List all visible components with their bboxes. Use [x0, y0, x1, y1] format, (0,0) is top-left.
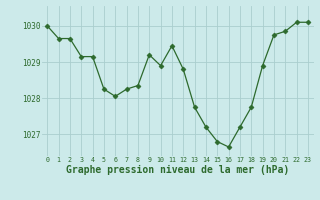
X-axis label: Graphe pression niveau de la mer (hPa): Graphe pression niveau de la mer (hPa)	[66, 165, 289, 175]
